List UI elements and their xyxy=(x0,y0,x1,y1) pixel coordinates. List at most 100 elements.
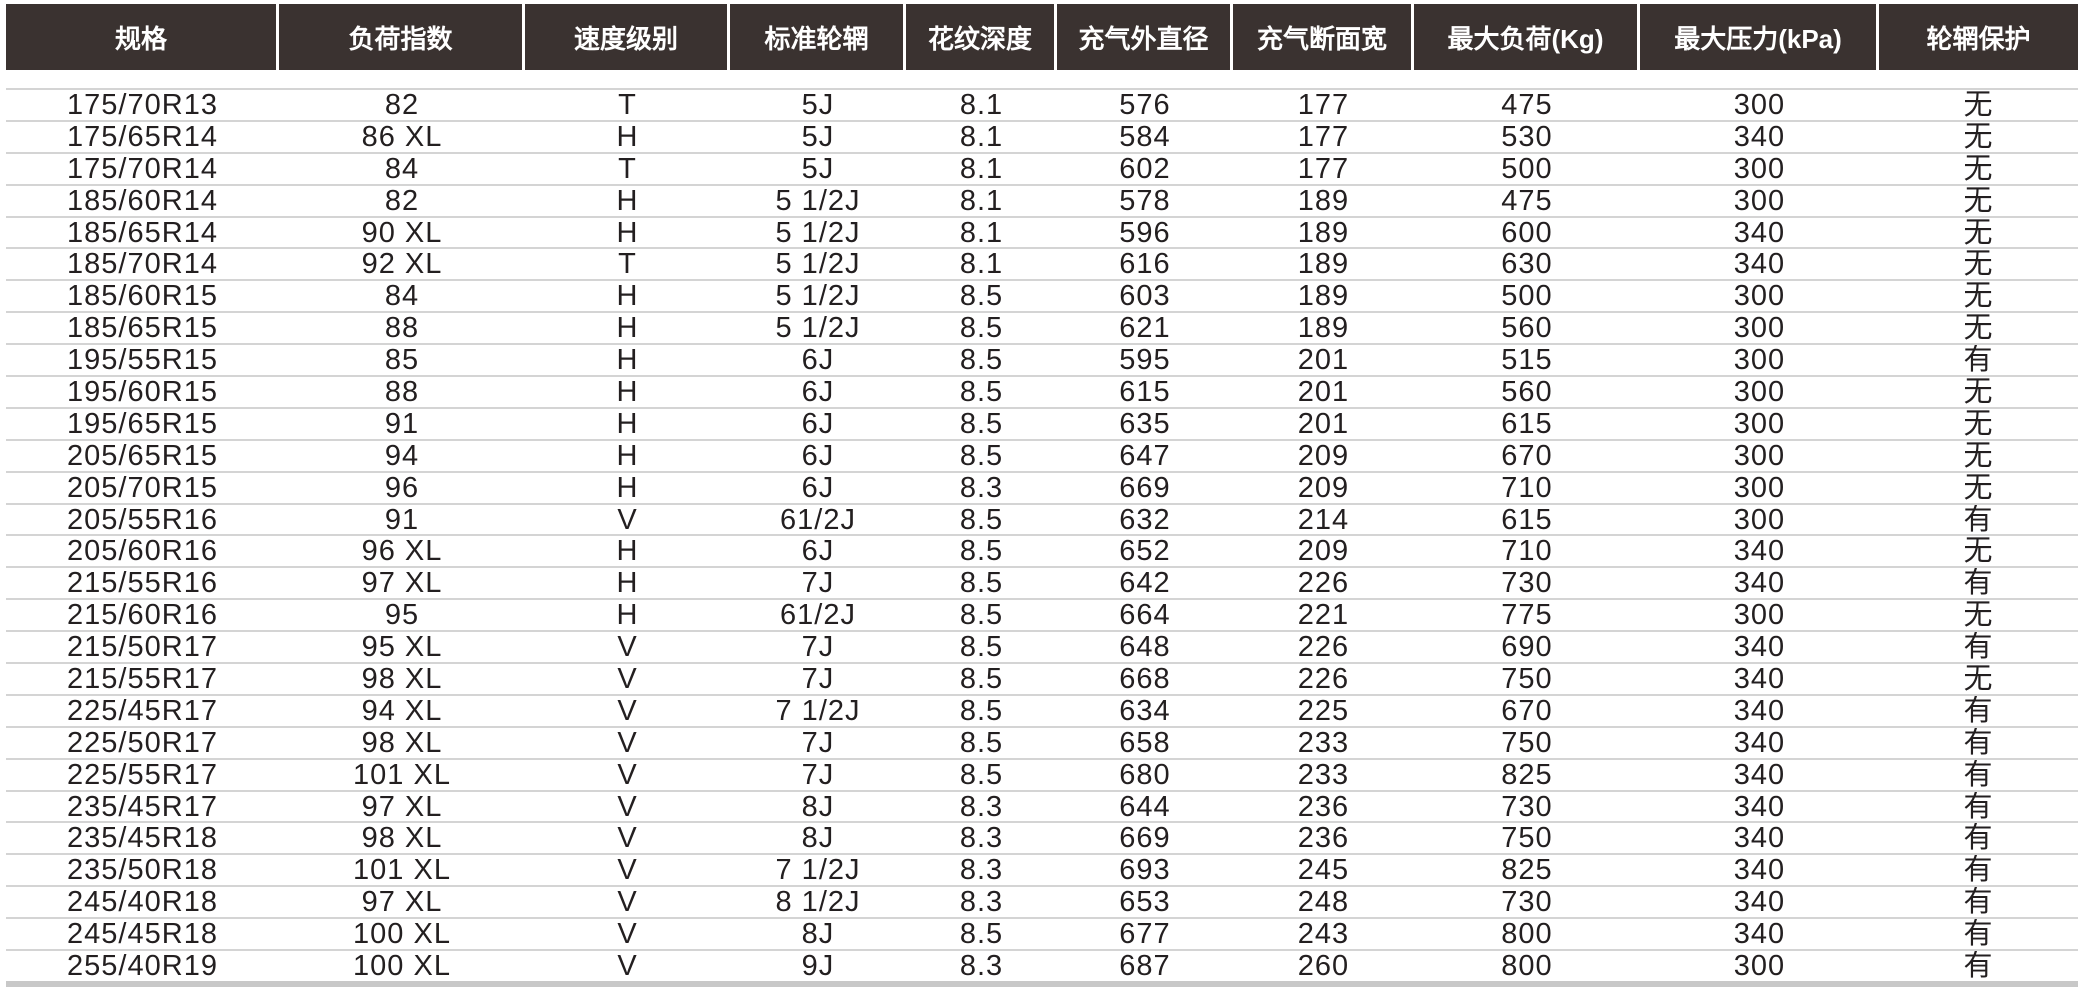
table-cell: 600 xyxy=(1501,217,1553,248)
table-cell: 642 xyxy=(1119,568,1171,599)
table-cell: 无 xyxy=(1963,153,1994,184)
table-cell: 61/2J xyxy=(780,504,856,535)
table-cell: 9J xyxy=(801,951,835,981)
table-cell: 730 xyxy=(1501,791,1553,822)
table-cell: 8.5 xyxy=(959,281,1004,312)
table-cell: 500 xyxy=(1501,153,1553,184)
table-cell: 658 xyxy=(1119,727,1171,758)
table-cell: V xyxy=(617,759,638,790)
table-cell: 有 xyxy=(1963,855,1994,886)
table-cell: 8.5 xyxy=(959,536,1004,567)
table-cell: 595 xyxy=(1119,345,1171,376)
table-cell: 8.3 xyxy=(959,823,1004,854)
table-cell: 8.3 xyxy=(959,791,1004,822)
table-cell: 340 xyxy=(1733,887,1786,918)
table-cell: 300 xyxy=(1733,345,1786,376)
table-cell: 有 xyxy=(1963,632,1994,663)
table-cell: H xyxy=(616,536,639,567)
table-cell: 5J xyxy=(801,153,835,184)
table-row: 245/45R18 100 XL V 8J 8.5 677 243 800 340 有 xyxy=(6,917,2078,949)
table-cell: 340 xyxy=(1733,217,1786,248)
table-cell: 8.5 xyxy=(959,664,1004,694)
table-cell: 340 xyxy=(1733,759,1786,790)
table-cell: 无 xyxy=(1963,121,1994,152)
table-row: 205/65R15 94 H 6J 8.5 647 209 670 300 无 xyxy=(6,438,2078,471)
column-header: 速度级别 xyxy=(525,4,730,70)
table-cell: V xyxy=(617,727,638,758)
table-cell: H xyxy=(616,121,639,152)
table-cell: 有 xyxy=(1963,695,1994,726)
table-cell: 215/55R17 xyxy=(67,664,218,694)
table-cell: 235/45R18 xyxy=(67,823,218,854)
table-cell: 710 xyxy=(1501,472,1553,503)
table-cell: 652 xyxy=(1119,536,1171,567)
table-cell: 8J xyxy=(801,791,835,822)
table-cell: 94 xyxy=(384,440,420,471)
table-cell: 340 xyxy=(1733,695,1786,726)
table-cell: 578 xyxy=(1119,185,1171,216)
table-cell: 225/55R17 xyxy=(67,759,218,790)
table-cell: 8.3 xyxy=(959,472,1004,503)
table-row: 205/60R16 96 XL H 6J 8.5 652 209 710 340 无 xyxy=(6,534,2078,566)
table-cell: H xyxy=(616,281,639,312)
table-cell: 86 XL xyxy=(361,121,443,152)
column-header: 充气断面宽 xyxy=(1233,4,1414,70)
table-cell: 无 xyxy=(1963,217,1994,248)
table-cell: 90 XL xyxy=(361,217,443,248)
table-cell: 8.5 xyxy=(959,408,1004,439)
table-cell: 96 XL xyxy=(361,536,443,567)
table-cell: 632 xyxy=(1119,504,1171,535)
table-cell: 653 xyxy=(1119,887,1171,918)
table-cell: 300 xyxy=(1733,504,1786,535)
table-cell: T xyxy=(618,249,637,280)
table-row: 185/65R14 90 XL H 5 1/2J 8.1 596 189 600 340 无 xyxy=(6,215,2078,248)
table-cell: 6J xyxy=(801,377,835,407)
table-row: 205/70R15 96 H 6J 8.3 669 209 710 300 无 xyxy=(6,470,2078,503)
table-cell: 5J xyxy=(801,90,835,120)
table-cell: 340 xyxy=(1733,121,1786,152)
table-cell: 750 xyxy=(1501,664,1553,694)
table-cell: 185/70R14 xyxy=(67,249,218,280)
table-row: 235/45R18 98 XL V 8J 8.3 669 236 750 340 有 xyxy=(6,821,2078,853)
table-cell: 8.3 xyxy=(959,887,1004,918)
table-cell: 243 xyxy=(1297,919,1350,950)
table-cell: 8.5 xyxy=(959,568,1004,599)
table-cell: V xyxy=(617,664,638,694)
table-cell: 100 XL xyxy=(353,919,451,950)
table-cell: 560 xyxy=(1501,313,1553,344)
table-cell: 91 xyxy=(384,408,420,439)
table-cell: 97 XL xyxy=(361,568,443,599)
table-cell: 8.5 xyxy=(959,504,1004,535)
table-cell: 515 xyxy=(1501,345,1553,376)
table-cell: 615 xyxy=(1501,408,1553,439)
table-cell: 596 xyxy=(1119,217,1171,248)
table-cell: 236 xyxy=(1297,823,1350,854)
table-cell: 340 xyxy=(1733,791,1786,822)
table-cell: 97 XL xyxy=(361,887,443,918)
table-cell: H xyxy=(616,568,639,599)
table-cell: 800 xyxy=(1501,919,1553,950)
table-cell: 6J xyxy=(801,472,835,503)
table-cell: T xyxy=(618,90,637,120)
table-cell: 175/70R14 xyxy=(67,153,218,184)
table-row: 235/50R18 101 XL V 7 1/2J 8.3 693 245 825 340 有 xyxy=(6,853,2078,885)
table-cell: 235/45R17 xyxy=(67,791,218,822)
table-cell: 177 xyxy=(1297,121,1350,152)
table-row: 205/55R16 91 V 61/2J 8.5 632 214 615 300 有 xyxy=(6,502,2078,535)
column-header: 最大负荷(Kg) xyxy=(1414,4,1640,70)
table-cell: 92 XL xyxy=(361,249,443,280)
table-cell: 有 xyxy=(1963,759,1994,790)
table-cell: H xyxy=(616,600,639,631)
table-cell: 8.5 xyxy=(959,313,1004,344)
table-cell: 340 xyxy=(1733,536,1786,567)
table-cell: 8.5 xyxy=(959,727,1004,758)
table-cell: 97 XL xyxy=(361,791,443,822)
table-cell: V xyxy=(617,951,638,981)
table-cell: 189 xyxy=(1297,217,1350,248)
table-cell: 177 xyxy=(1297,153,1350,184)
table-cell: 300 xyxy=(1733,600,1786,631)
table-cell: 576 xyxy=(1119,90,1171,120)
table-row: 225/45R17 94 XL V 7 1/2J 8.5 634 225 670 340 有 xyxy=(6,693,2078,726)
table-cell: 500 xyxy=(1501,281,1553,312)
table-cell: 300 xyxy=(1733,408,1786,439)
